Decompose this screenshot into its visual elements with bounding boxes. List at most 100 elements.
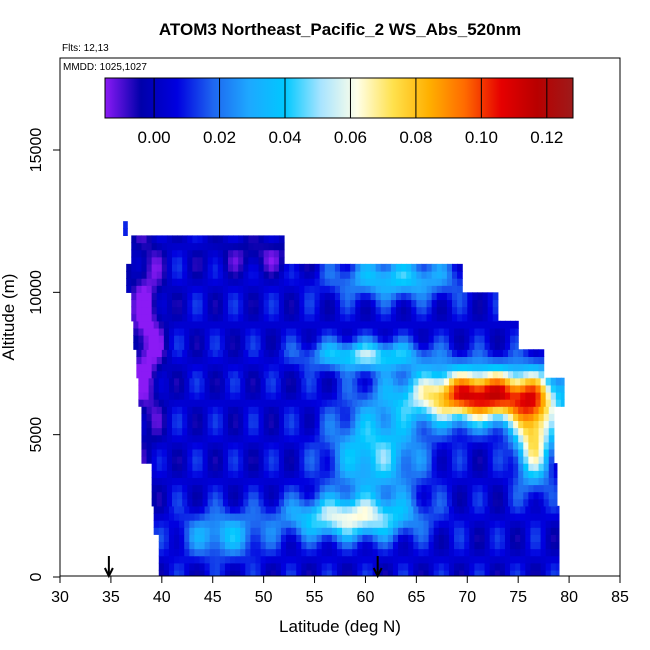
heat-cell (472, 306, 479, 315)
heat-cell (309, 370, 316, 379)
heat-cell (146, 370, 153, 379)
heat-cell (467, 477, 473, 486)
heat-cell (340, 349, 346, 357)
x-tick-label: 40 (153, 589, 171, 606)
heat-cell (309, 299, 316, 308)
heat-cell (385, 278, 392, 286)
heat-cell (209, 384, 216, 393)
heat-cell (166, 470, 173, 478)
heat-cell (228, 263, 234, 272)
x-tick-label: 45 (204, 589, 222, 606)
heat-cell (212, 484, 219, 493)
heat-cell (143, 320, 150, 329)
heat-cell (260, 505, 267, 514)
heat-cell (360, 441, 367, 450)
heat-cell (365, 477, 372, 486)
heat-cell (219, 512, 226, 521)
heat-cell (441, 263, 448, 272)
heat-cell (499, 569, 506, 576)
heat-cell (179, 534, 185, 543)
heat-cell (189, 377, 195, 386)
heat-cell (375, 349, 382, 357)
heat-cell (530, 399, 537, 407)
heat-cell (360, 299, 367, 308)
heat-cell (367, 527, 374, 535)
heat-cell (357, 505, 363, 514)
heat-cell (377, 391, 384, 400)
heat-cell (309, 420, 316, 429)
heat-cell (207, 434, 214, 443)
heat-cell (411, 456, 417, 464)
heat-cell (513, 434, 519, 443)
heat-cell (263, 413, 270, 422)
heat-cell (433, 555, 440, 564)
heat-cell (228, 413, 234, 422)
heat-cell (340, 299, 346, 308)
heat-cell (382, 342, 389, 350)
heat-cell (250, 562, 257, 571)
heat-cell (235, 342, 241, 350)
heat-cell (428, 548, 435, 557)
heat-cell (469, 335, 475, 343)
heat-cell (240, 534, 246, 543)
heat-cell (334, 491, 341, 500)
heat-cell (331, 342, 338, 350)
heat-cell (138, 377, 145, 386)
heat-cell (538, 470, 545, 478)
heat-cell (474, 505, 481, 514)
heat-cell (166, 484, 173, 493)
heat-cell (382, 377, 389, 386)
heat-cell (329, 427, 336, 436)
heat-cell (316, 391, 323, 400)
heat-cell (235, 548, 241, 557)
heat-cell (275, 377, 282, 386)
heat-cell (309, 406, 316, 414)
heat-cell (350, 427, 356, 436)
heat-cell (528, 420, 535, 429)
heat-cell (530, 384, 537, 393)
heat-cell (248, 420, 255, 429)
heat-cell (268, 434, 275, 443)
heat-cell (497, 363, 504, 372)
heat-cell (340, 263, 346, 272)
heat-cell (217, 370, 224, 379)
heat-cell (197, 498, 204, 507)
heat-cell (423, 327, 430, 336)
heat-cell (161, 441, 168, 450)
heat-cell (502, 470, 509, 478)
heat-cell (382, 548, 389, 557)
heat-cell (416, 456, 423, 464)
heat-cell (321, 391, 328, 400)
heat-cell (360, 470, 367, 478)
heat-cell (166, 363, 173, 372)
heat-cell (504, 399, 511, 407)
heat-cell (377, 512, 384, 521)
heat-cell (459, 327, 465, 336)
heat-cell (380, 491, 387, 500)
heat-cell (286, 569, 292, 576)
heat-cell (268, 477, 275, 486)
heat-cell (347, 505, 353, 514)
heat-cell (294, 270, 300, 279)
heat-cell (301, 377, 307, 386)
heat-cell (438, 505, 445, 514)
heat-cell (528, 470, 535, 478)
heat-cell (187, 441, 193, 450)
heat-cell (197, 370, 204, 379)
heat-cell (316, 520, 323, 528)
heat-cell (326, 399, 333, 407)
heat-cell (418, 505, 425, 514)
heat-cell (217, 413, 224, 422)
heat-cell (182, 406, 188, 414)
heat-cell (448, 342, 455, 350)
heat-cell (265, 320, 272, 329)
heat-cell (161, 484, 168, 493)
heat-cell (484, 391, 491, 400)
heat-cell (482, 484, 489, 493)
heat-cell (441, 491, 448, 500)
heat-cell (334, 427, 341, 436)
heat-cell (482, 498, 489, 507)
heat-cell (217, 491, 224, 500)
heat-cell (324, 498, 331, 507)
heat-cell (248, 256, 255, 265)
